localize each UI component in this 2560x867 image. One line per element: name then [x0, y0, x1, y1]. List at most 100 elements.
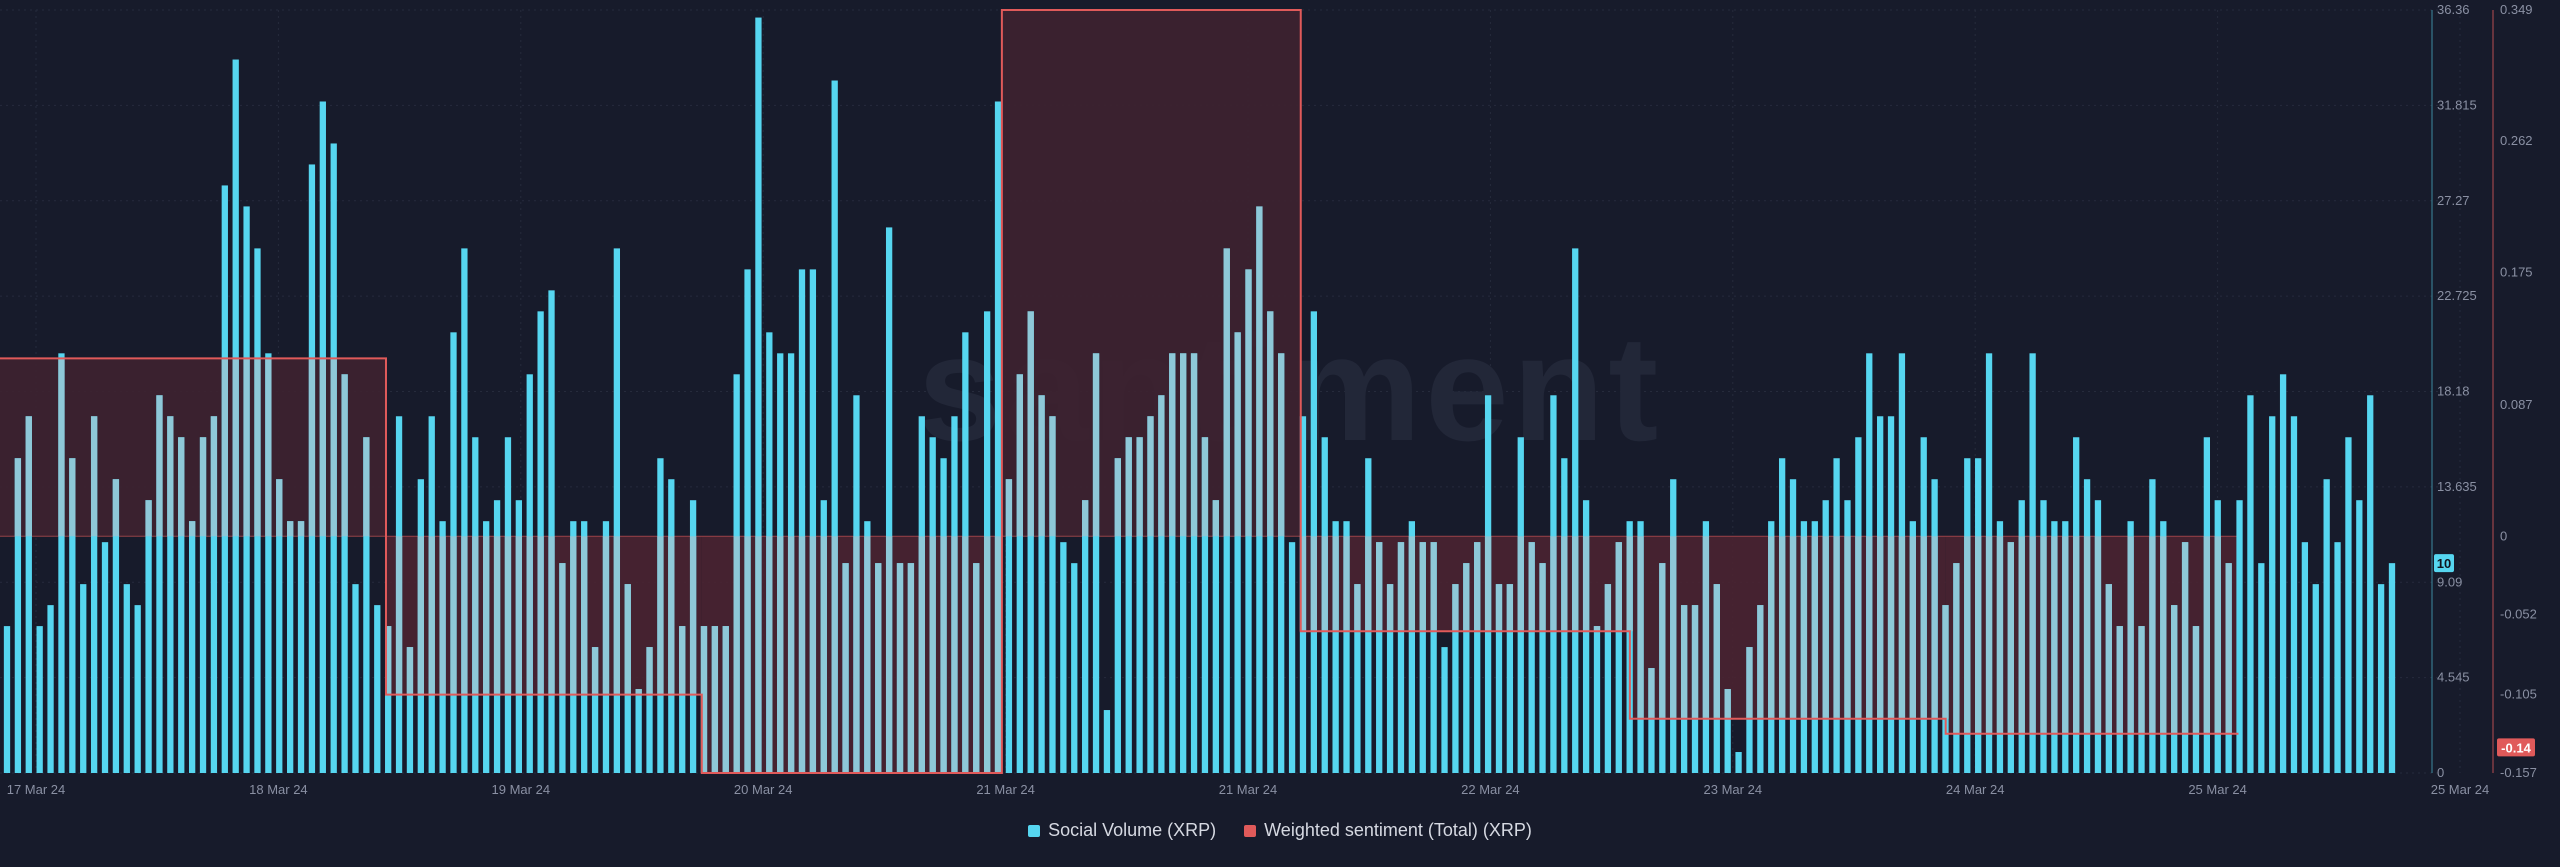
social-volume-bar[interactable]: [90, 416, 98, 773]
social-volume-bar[interactable]: [994, 101, 1002, 773]
social-volume-bar[interactable]: [374, 605, 381, 773]
social-volume-bar[interactable]: [199, 437, 207, 773]
sentiment-step-line[interactable]: [0, 9, 2239, 774]
social-volume-bar[interactable]: [156, 395, 163, 773]
legend-item-weighted-sentiment[interactable]: Weighted sentiment (Total) (XRP): [1244, 820, 1532, 841]
social-volume-bar[interactable]: [885, 227, 893, 773]
social-volume-bar[interactable]: [210, 416, 218, 773]
social-volume-bar[interactable]: [1288, 542, 1296, 773]
social-volume-bar[interactable]: [679, 626, 686, 773]
social-volume-bar[interactable]: [1343, 521, 1350, 773]
social-volume-bar[interactable]: [591, 647, 599, 773]
social-volume-bar[interactable]: [1582, 500, 1590, 773]
social-volume-bar[interactable]: [2388, 563, 2396, 773]
social-volume-bar[interactable]: [2323, 479, 2330, 773]
social-volume-bar[interactable]: [363, 437, 370, 773]
social-volume-bar[interactable]: [1180, 353, 1187, 773]
social-volume-bar[interactable]: [297, 521, 305, 773]
social-volume-bar[interactable]: [1092, 353, 1100, 773]
social-volume-bar[interactable]: [123, 584, 130, 773]
social-volume-bar[interactable]: [25, 416, 32, 773]
social-volume-bar[interactable]: [1474, 542, 1481, 773]
social-volume-bar[interactable]: [2356, 500, 2363, 773]
social-volume-bar[interactable]: [1038, 395, 1045, 773]
social-volume-bar[interactable]: [352, 584, 359, 773]
social-volume-bar[interactable]: [1103, 710, 1111, 773]
social-volume-bar[interactable]: [1027, 311, 1034, 773]
social-volume-bar[interactable]: [134, 605, 141, 773]
social-volume-bar[interactable]: [1278, 353, 1285, 773]
social-volume-bar[interactable]: [1386, 584, 1394, 773]
social-volume-bar[interactable]: [1463, 563, 1470, 773]
social-volume-bar[interactable]: [1572, 248, 1579, 774]
social-volume-bar[interactable]: [1495, 584, 1503, 773]
social-volume-bar[interactable]: [1408, 521, 1416, 773]
social-volume-bar[interactable]: [2312, 584, 2319, 773]
social-volume-bar[interactable]: [1593, 626, 1601, 773]
social-volume-bar[interactable]: [276, 479, 283, 773]
social-volume-bar[interactable]: [188, 521, 196, 773]
social-volume-bar[interactable]: [178, 437, 185, 773]
social-volume-bar[interactable]: [1136, 437, 1143, 773]
social-volume-bar[interactable]: [14, 458, 22, 773]
legend-item-social-volume[interactable]: Social Volume (XRP): [1028, 820, 1216, 841]
social-volume-bar[interactable]: [1049, 416, 1056, 773]
social-volume-bar[interactable]: [1376, 542, 1383, 773]
social-volume-bar[interactable]: [1528, 542, 1535, 773]
social-volume-bar[interactable]: [47, 605, 54, 773]
social-volume-bar[interactable]: [755, 17, 762, 774]
social-volume-bar[interactable]: [145, 500, 152, 773]
social-volume-bar[interactable]: [744, 269, 751, 773]
social-volume-bar[interactable]: [461, 248, 468, 774]
social-volume-bar[interactable]: [1648, 668, 1655, 773]
social-volume-bar[interactable]: [1452, 584, 1459, 773]
social-volume-bar[interactable]: [1190, 353, 1198, 773]
social-volume-bar[interactable]: [1354, 584, 1361, 773]
social-volume-bar[interactable]: [613, 248, 621, 774]
social-volume-bar[interactable]: [1506, 584, 1514, 773]
social-volume-bar[interactable]: [101, 542, 109, 773]
social-volume-bar[interactable]: [646, 647, 653, 773]
social-volume-bar[interactable]: [2345, 437, 2352, 773]
social-volume-bar[interactable]: [80, 584, 87, 773]
social-volume-bar[interactable]: [548, 290, 555, 773]
social-volume-bar[interactable]: [1201, 437, 1209, 773]
social-volume-bar[interactable]: [635, 689, 642, 773]
social-volume-bar[interactable]: [1332, 521, 1339, 773]
social-volume-bar[interactable]: [1441, 647, 1448, 773]
social-volume-bar[interactable]: [798, 269, 806, 773]
social-volume-bar[interactable]: [1604, 584, 1612, 773]
social-volume-bar[interactable]: [1082, 500, 1089, 773]
social-volume-bar[interactable]: [2279, 374, 2287, 773]
social-volume-bar[interactable]: [1169, 353, 1176, 773]
social-volume-bar[interactable]: [1724, 689, 1731, 773]
social-volume-bar[interactable]: [1147, 416, 1154, 773]
social-volume-bar[interactable]: [2377, 584, 2385, 773]
social-volume-bar[interactable]: [2334, 542, 2341, 773]
social-volume-bar[interactable]: [1016, 374, 1023, 773]
social-volume-bar[interactable]: [1158, 395, 1165, 773]
social-volume-bar[interactable]: [1212, 500, 1219, 773]
social-volume-bar[interactable]: [1060, 542, 1067, 773]
social-volume-bar[interactable]: [341, 374, 348, 773]
social-volume-bar[interactable]: [36, 626, 43, 773]
social-volume-bar[interactable]: [406, 647, 414, 773]
social-volume-bar[interactable]: [385, 626, 392, 773]
social-volume-bar[interactable]: [2269, 416, 2276, 773]
social-volume-bar[interactable]: [112, 479, 120, 773]
social-volume-bar[interactable]: [809, 269, 817, 773]
social-volume-bar[interactable]: [2258, 563, 2265, 773]
social-volume-bar[interactable]: [1125, 437, 1132, 773]
social-volume-bar[interactable]: [2236, 500, 2243, 773]
social-volume-bar[interactable]: [1419, 542, 1426, 773]
social-volume-bar[interactable]: [1267, 311, 1274, 773]
social-volume-bar[interactable]: [58, 353, 65, 773]
social-volume-bar[interactable]: [1114, 458, 1121, 773]
social-volume-bar[interactable]: [1234, 332, 1241, 773]
social-volume-bar[interactable]: [2290, 416, 2298, 773]
social-volume-bar[interactable]: [1071, 563, 1078, 773]
social-volume-bar[interactable]: [1005, 479, 1013, 773]
social-volume-bar[interactable]: [1539, 563, 1546, 773]
social-volume-bar[interactable]: [1735, 752, 1742, 773]
